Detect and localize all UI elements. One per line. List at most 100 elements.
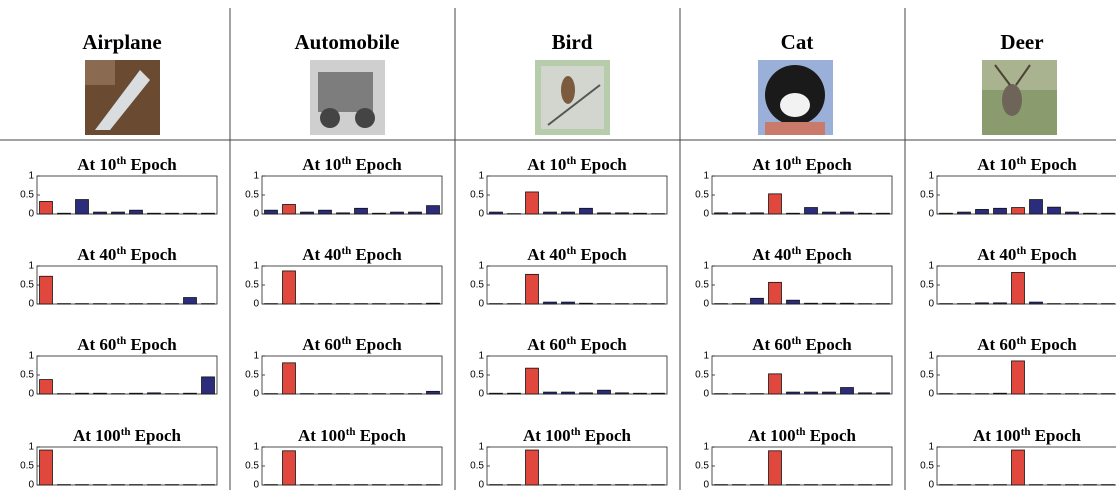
bar-chart: At 60th Epoch00.51 (245, 335, 442, 400)
image-bird (535, 60, 610, 135)
chart-title: At 100th Epoch (298, 426, 407, 445)
y-tick-label: 1 (928, 171, 934, 182)
bar (994, 393, 1007, 394)
y-tick-label: 0 (28, 209, 34, 220)
bar (580, 303, 593, 304)
chart-title: At 60th Epoch (752, 335, 852, 354)
bar (526, 368, 539, 394)
y-tick-label: 0 (928, 389, 934, 400)
y-tick-label: 0 (28, 389, 34, 400)
title-part: At 100 (523, 426, 571, 445)
y-tick-label: 0.5 (20, 280, 34, 291)
chart-title: At 40th Epoch (977, 245, 1077, 264)
chart-title: At 10th Epoch (752, 155, 852, 174)
bar (616, 393, 629, 394)
bar (283, 363, 296, 394)
bar (769, 451, 782, 485)
bar (562, 302, 575, 304)
y-tick-label: 1 (928, 261, 934, 272)
bar (490, 393, 503, 394)
bar (769, 374, 782, 394)
y-tick-label: 0.5 (245, 461, 259, 472)
bar (1084, 213, 1097, 214)
title-part: At 100 (73, 426, 121, 445)
y-tick-label: 0 (703, 480, 709, 490)
title-part: th (1021, 426, 1031, 438)
chart-title: At 100th Epoch (73, 426, 182, 445)
bar (166, 213, 179, 214)
y-tick-label: 0 (478, 209, 484, 220)
chart-title: At 40th Epoch (302, 245, 402, 264)
bar (751, 213, 764, 214)
title-part: At 100 (748, 426, 796, 445)
bar-chart: At 10th Epoch00.51 (20, 155, 217, 220)
bar (355, 208, 368, 214)
bar (1102, 213, 1115, 214)
plot-frame (487, 447, 667, 485)
column-header: Airplane (82, 30, 161, 54)
bar (526, 450, 539, 485)
title-part: Epoch (801, 155, 852, 174)
y-tick-label: 0.5 (920, 280, 934, 291)
title-part: th (566, 335, 576, 347)
title-part: Epoch (126, 335, 177, 354)
title-part: Epoch (130, 426, 181, 445)
bar (283, 271, 296, 304)
y-tick-label: 0.5 (920, 461, 934, 472)
title-part: th (346, 426, 356, 438)
y-tick-label: 1 (703, 171, 709, 182)
title-part: th (341, 155, 351, 167)
bar (40, 201, 53, 214)
bar (76, 200, 89, 214)
title-part: th (116, 245, 126, 257)
y-tick-label: 1 (28, 351, 34, 362)
bar (202, 213, 215, 214)
bar (58, 213, 71, 214)
title-part: At 100 (298, 426, 346, 445)
bar (130, 393, 143, 394)
image-airplane (85, 60, 160, 135)
y-tick-label: 0.5 (695, 370, 709, 381)
title-part: At 40 (752, 245, 791, 264)
bar (841, 212, 854, 214)
bar (787, 392, 800, 394)
bar (391, 212, 404, 214)
title-part: th (571, 426, 581, 438)
title-part: th (341, 335, 351, 347)
y-tick-label: 0 (253, 480, 259, 490)
bar (409, 212, 422, 214)
title-part: th (1016, 245, 1026, 257)
chart-title: At 40th Epoch (527, 245, 627, 264)
chart-title: At 100th Epoch (748, 426, 857, 445)
bar (130, 210, 143, 214)
y-tick-label: 1 (703, 442, 709, 453)
title-part: At 100 (973, 426, 1021, 445)
y-tick-label: 1 (28, 261, 34, 272)
y-tick-label: 1 (253, 171, 259, 182)
bar (184, 298, 197, 304)
bar (40, 450, 53, 485)
bar (148, 213, 161, 214)
bar (805, 303, 818, 304)
y-tick-label: 1 (703, 351, 709, 362)
bar (976, 209, 989, 214)
chart-title: At 40th Epoch (752, 245, 852, 264)
y-tick-label: 1 (478, 261, 484, 272)
title-part: Epoch (1026, 335, 1077, 354)
title-part: th (791, 335, 801, 347)
bar (508, 393, 521, 394)
title-part: Epoch (1026, 245, 1077, 264)
plot-frame (37, 356, 217, 394)
bar (148, 393, 161, 394)
y-tick-label: 0.5 (920, 190, 934, 201)
bar (580, 208, 593, 214)
bar (283, 205, 296, 215)
bar (112, 212, 125, 214)
bar (1012, 272, 1025, 304)
title-part: Epoch (801, 335, 852, 354)
bar (1066, 212, 1079, 214)
y-tick-label: 0.5 (20, 461, 34, 472)
